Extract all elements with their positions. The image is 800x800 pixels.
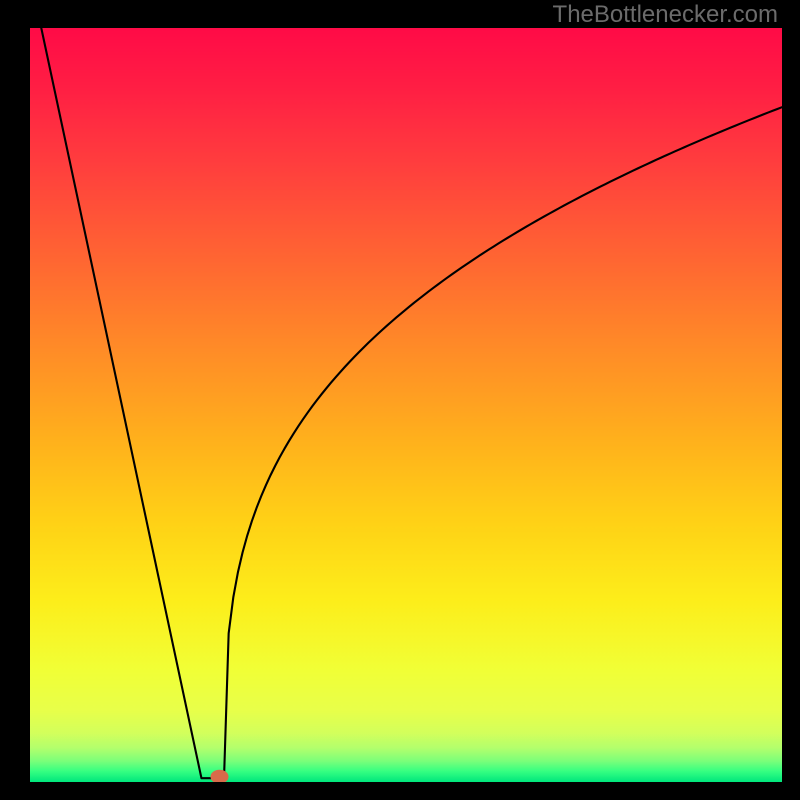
plot-area xyxy=(30,28,782,782)
curve-overlay xyxy=(30,28,782,782)
border-bottom xyxy=(0,782,800,800)
bottleneck-curve xyxy=(41,28,782,778)
watermark-text: TheBottlenecker.com xyxy=(553,1,778,29)
border-left xyxy=(0,0,30,800)
chart-frame: TheBottlenecker.com xyxy=(0,0,800,800)
optimum-marker xyxy=(211,770,229,782)
border-right xyxy=(782,0,800,800)
